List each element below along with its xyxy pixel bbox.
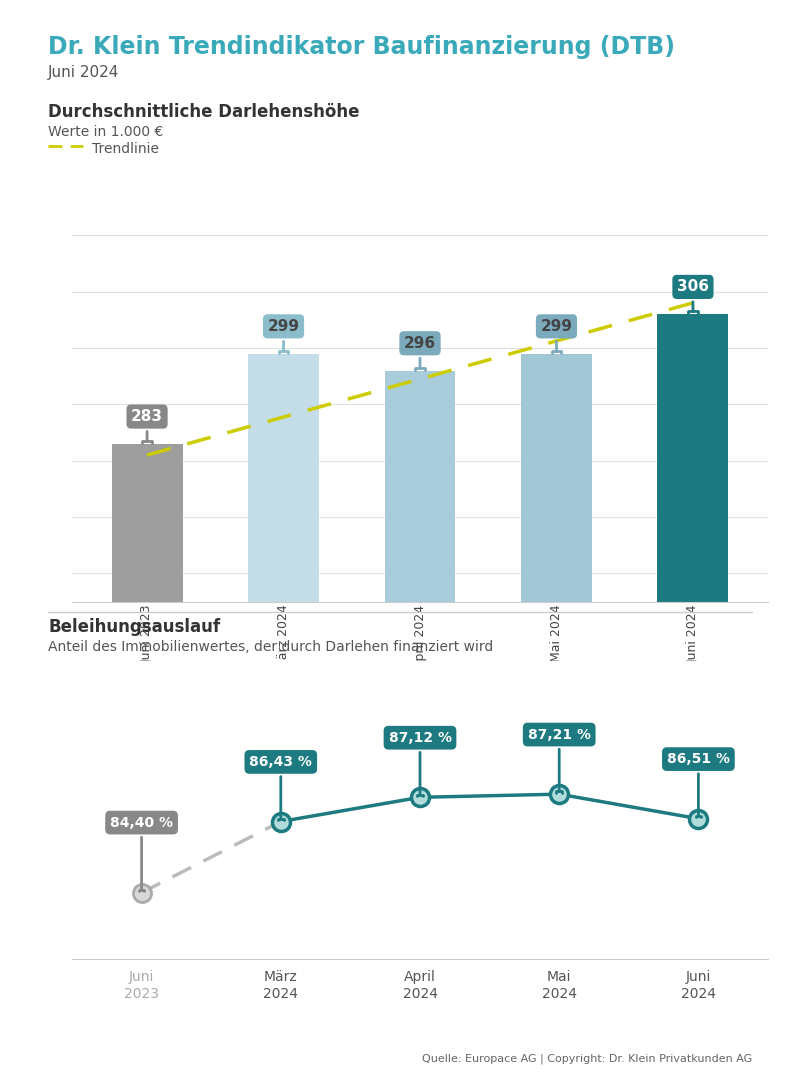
Text: 299: 299 [267,319,299,353]
Text: Werte in 1.000 €: Werte in 1.000 € [48,125,163,139]
Text: Beleihungsauslauf: Beleihungsauslauf [48,618,220,636]
Text: 306: 306 [677,280,709,313]
Text: 86,51 %: 86,51 % [667,752,730,817]
Text: Dr. Klein Trendindikator Baufinanzierung (DTB): Dr. Klein Trendindikator Baufinanzierung… [48,35,675,59]
Text: Anteil des Immobilienwertes, der durch Darlehen finanziert wird: Anteil des Immobilienwertes, der durch D… [48,640,494,654]
Bar [385,371,455,1084]
Bar [111,443,182,1084]
Text: 283: 283 [131,409,163,443]
Text: 296: 296 [404,336,436,370]
Bar [658,314,729,1084]
Bar [521,353,592,1084]
Bar [248,353,319,1084]
Text: Trendlinie: Trendlinie [92,142,159,155]
Text: 84,40 %: 84,40 % [110,815,173,891]
Text: Quelle: Europace AG | Copyright: Dr. Klein Privatkunden AG: Quelle: Europace AG | Copyright: Dr. Kle… [422,1054,752,1064]
Text: 299: 299 [541,319,573,353]
Text: 87,12 %: 87,12 % [389,731,451,796]
Text: 86,43 %: 86,43 % [250,754,312,821]
Text: Juni 2024: Juni 2024 [48,65,119,80]
Text: 87,21 %: 87,21 % [528,727,590,792]
Text: Durchschnittliche Darlehenshöhe: Durchschnittliche Darlehenshöhe [48,103,359,121]
